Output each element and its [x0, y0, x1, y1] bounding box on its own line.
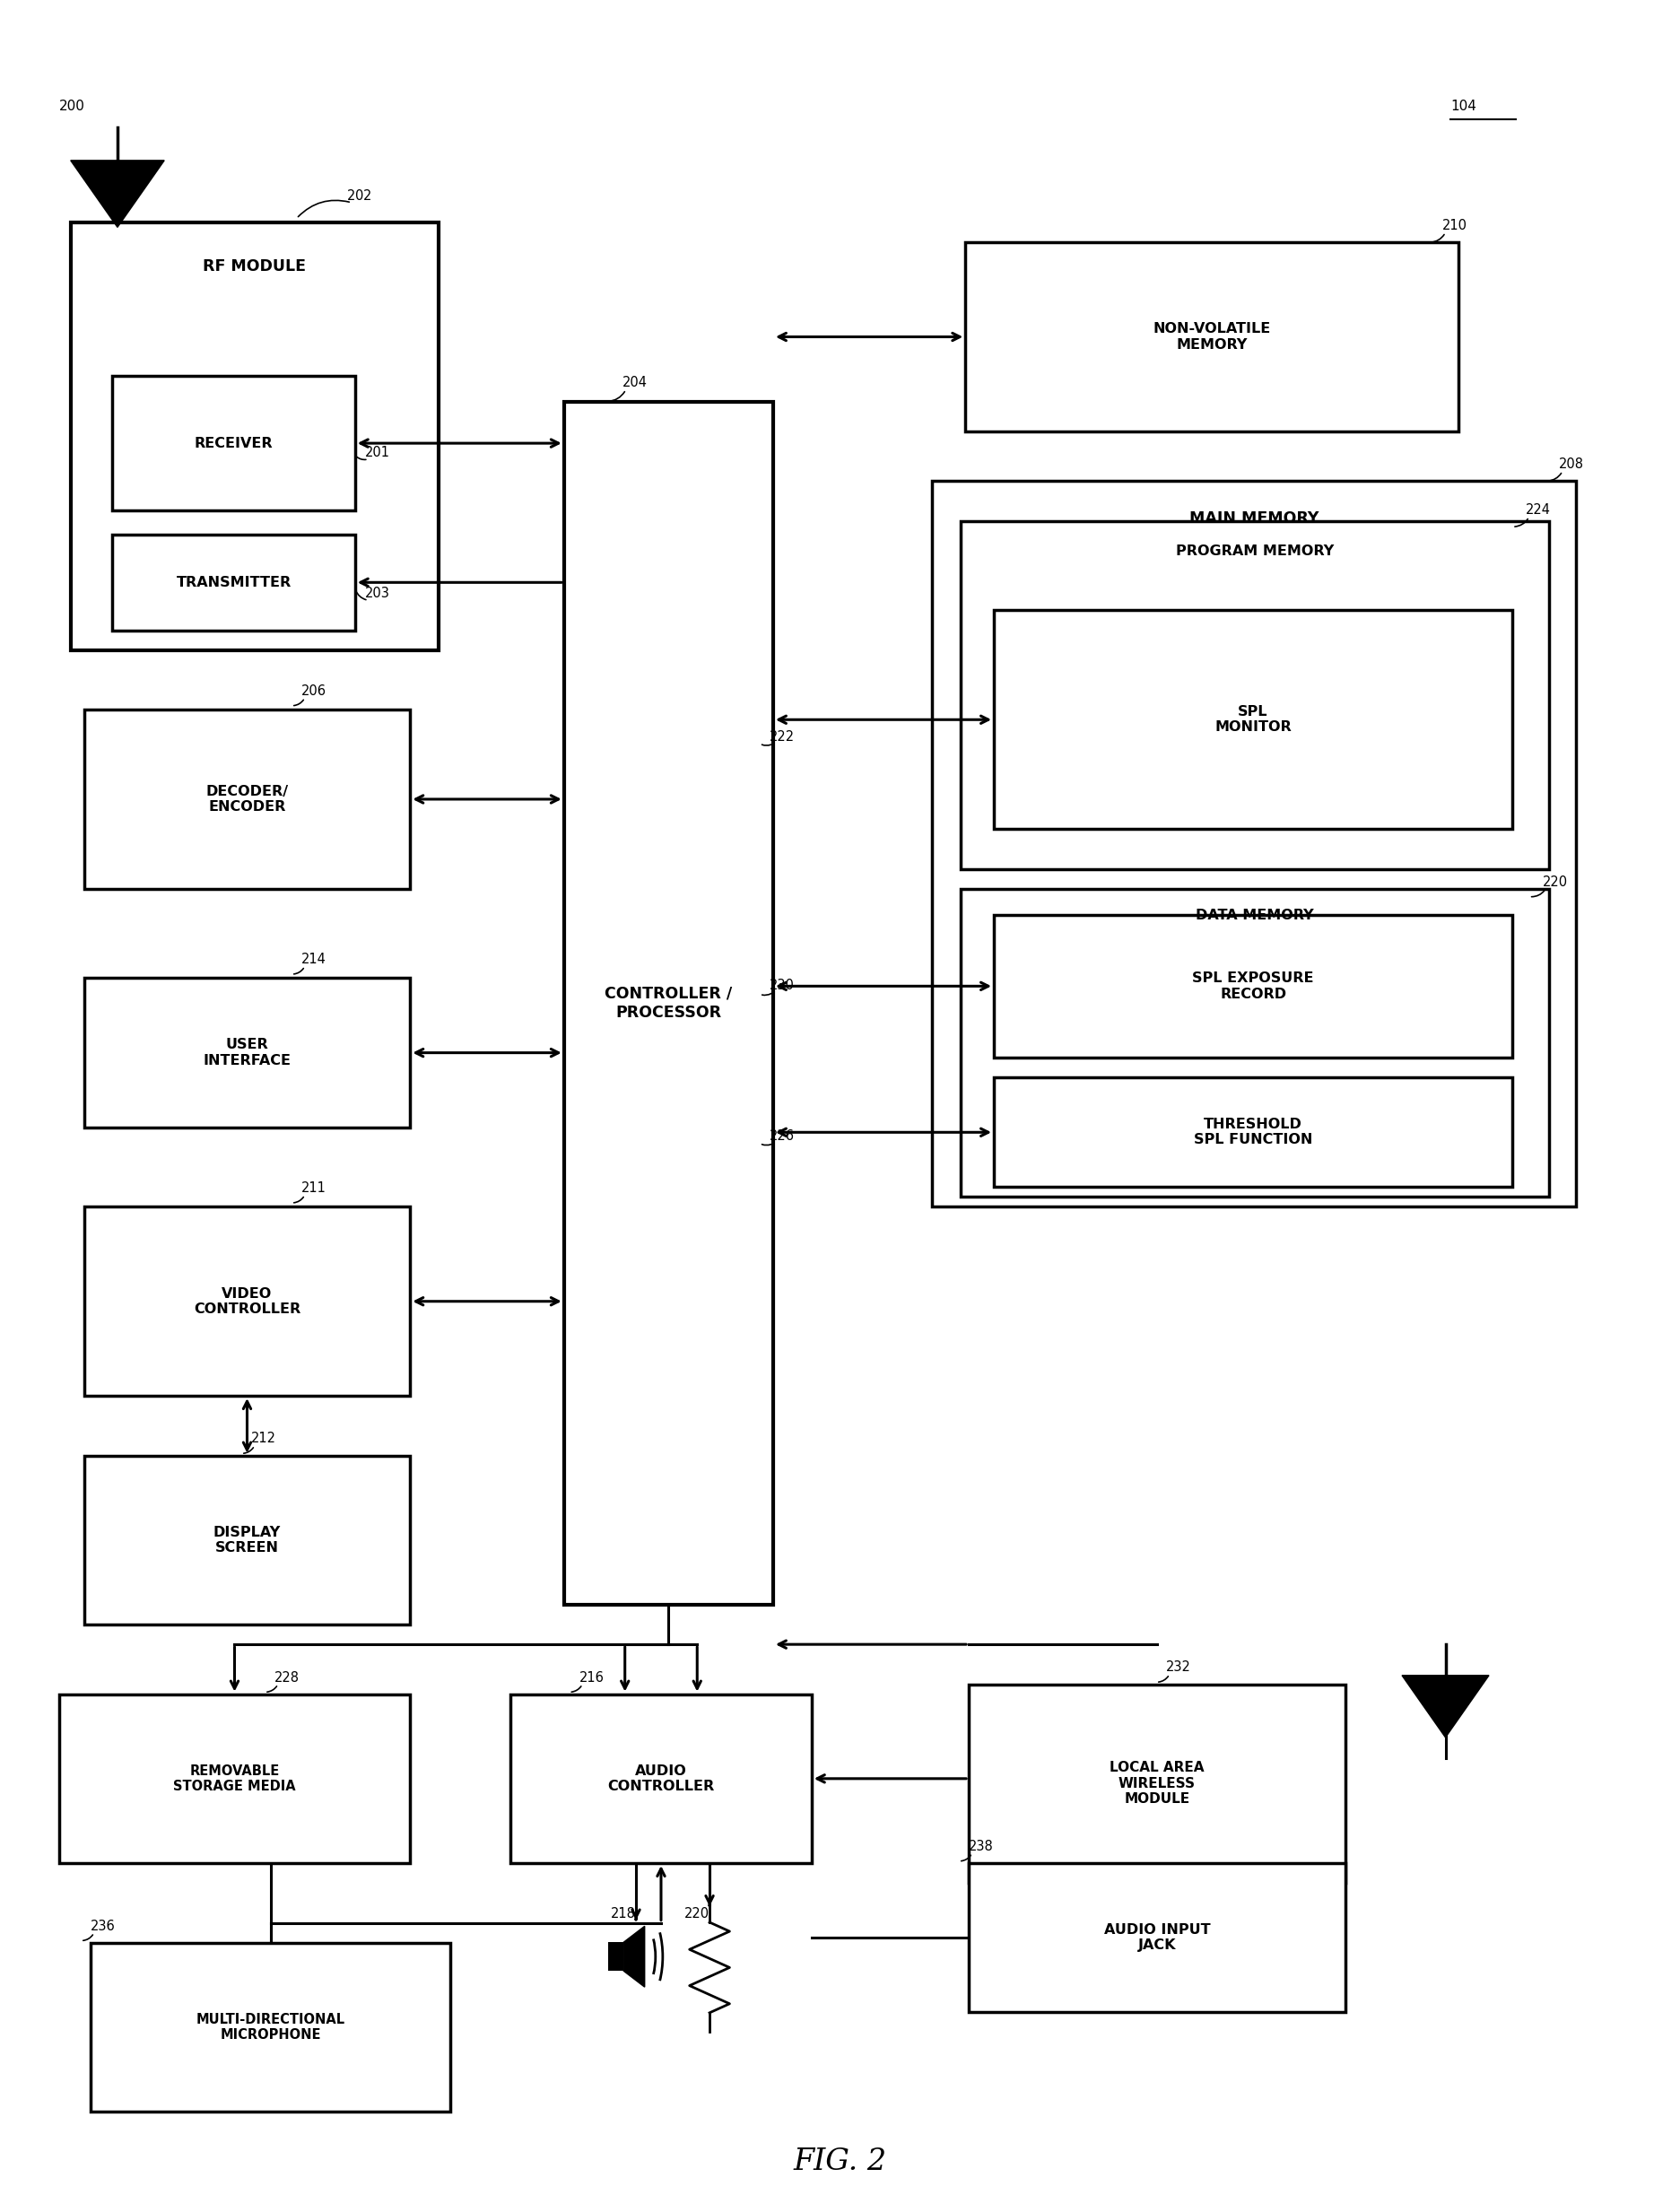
Text: NON-VOLATILE
MEMORY: NON-VOLATILE MEMORY — [1152, 323, 1272, 351]
Text: DISPLAY
SCREEN: DISPLAY SCREEN — [213, 1526, 281, 1554]
Text: 200: 200 — [59, 99, 84, 114]
Text: MULTI-DIRECTIONAL
MICROPHONE: MULTI-DIRECTIONAL MICROPHONE — [197, 2013, 344, 2041]
Bar — [84, 979, 410, 1128]
Text: RECEIVER: RECEIVER — [195, 437, 274, 450]
Bar — [995, 1078, 1512, 1187]
Text: DATA MEMORY: DATA MEMORY — [1196, 909, 1314, 922]
Bar — [564, 402, 773, 1605]
Text: CONTROLLER /
PROCESSOR: CONTROLLER / PROCESSOR — [605, 986, 732, 1021]
Bar — [969, 1864, 1346, 2013]
Text: 206: 206 — [301, 685, 326, 698]
Text: 230: 230 — [769, 979, 795, 992]
Text: VIDEO
CONTROLLER: VIDEO CONTROLLER — [193, 1286, 301, 1315]
Bar — [995, 915, 1512, 1058]
Bar — [608, 1943, 623, 1971]
Polygon shape — [71, 160, 165, 228]
Bar — [113, 536, 354, 630]
Text: 211: 211 — [301, 1181, 326, 1194]
Text: 222: 222 — [769, 731, 795, 744]
Bar — [961, 520, 1549, 869]
Text: 232: 232 — [1166, 1662, 1191, 1675]
Text: 104: 104 — [1450, 99, 1477, 114]
Text: 228: 228 — [276, 1670, 299, 1684]
Text: AUDIO INPUT
JACK: AUDIO INPUT JACK — [1104, 1923, 1210, 1951]
Text: 216: 216 — [580, 1670, 605, 1684]
Text: FIG. 2: FIG. 2 — [793, 2147, 887, 2175]
Polygon shape — [1403, 1675, 1488, 1738]
Polygon shape — [623, 1927, 645, 1986]
Text: $\mathsf{202}$: $\mathsf{202}$ — [346, 189, 373, 202]
Bar — [961, 889, 1549, 1196]
Bar — [113, 375, 354, 511]
Text: REMOVABLE
STORAGE MEDIA: REMOVABLE STORAGE MEDIA — [173, 1765, 296, 1793]
Text: SPL
MONITOR: SPL MONITOR — [1215, 705, 1292, 733]
Text: 203: 203 — [365, 586, 390, 601]
Text: LOCAL AREA
WIRELESS
MODULE: LOCAL AREA WIRELESS MODULE — [1109, 1760, 1205, 1806]
Text: 212: 212 — [252, 1431, 277, 1447]
Text: 218: 218 — [612, 1907, 635, 1921]
Text: 226: 226 — [769, 1130, 795, 1144]
Text: 208: 208 — [1559, 457, 1584, 472]
Bar — [995, 610, 1512, 830]
Bar — [966, 241, 1458, 430]
Bar — [932, 481, 1576, 1207]
Bar — [59, 1695, 410, 1864]
Text: TRANSMITTER: TRANSMITTER — [176, 575, 291, 588]
Text: 220: 220 — [1542, 876, 1567, 889]
Bar — [91, 1943, 450, 2112]
Bar — [71, 222, 438, 650]
Text: 220: 220 — [684, 1907, 709, 1921]
Text: USER
INTERFACE: USER INTERFACE — [203, 1038, 291, 1067]
Text: THRESHOLD
SPL FUNCTION: THRESHOLD SPL FUNCTION — [1194, 1117, 1312, 1146]
Text: AUDIO
CONTROLLER: AUDIO CONTROLLER — [608, 1765, 714, 1793]
Bar — [84, 709, 410, 889]
Text: 210: 210 — [1441, 220, 1467, 233]
Text: RF MODULE: RF MODULE — [203, 259, 306, 274]
Text: 214: 214 — [301, 953, 326, 966]
Bar — [84, 1207, 410, 1396]
Text: 236: 236 — [91, 1918, 116, 1934]
Bar — [511, 1695, 811, 1864]
Text: SPL EXPOSURE
RECORD: SPL EXPOSURE RECORD — [1193, 972, 1314, 1001]
Text: 204: 204 — [623, 375, 648, 389]
Text: 238: 238 — [969, 1839, 993, 1853]
Bar — [84, 1455, 410, 1624]
Text: DECODER/
ENCODER: DECODER/ ENCODER — [205, 784, 289, 814]
Text: 224: 224 — [1525, 503, 1551, 516]
Text: MAIN MEMORY: MAIN MEMORY — [1189, 511, 1319, 527]
Text: 201: 201 — [365, 446, 390, 459]
Bar — [969, 1684, 1346, 1883]
Text: PROGRAM MEMORY: PROGRAM MEMORY — [1176, 544, 1334, 558]
